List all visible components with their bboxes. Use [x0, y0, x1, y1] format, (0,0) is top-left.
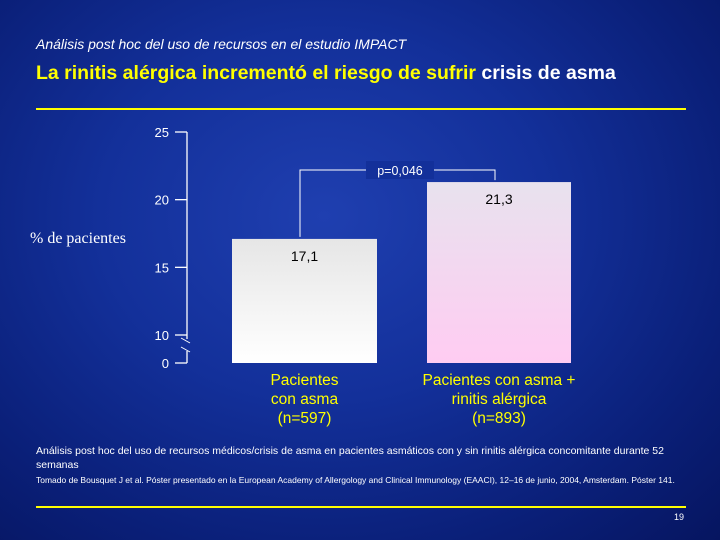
- p-value-label: p=0,046: [377, 164, 423, 178]
- y-tick-label: 25: [155, 125, 169, 140]
- category-label: Pacientes con asma (n=597): [270, 372, 338, 427]
- category-label-line: (n=893): [472, 410, 526, 427]
- y-tick-label: 20: [155, 193, 169, 208]
- bracket-label-bg: [366, 161, 434, 179]
- bar: [232, 238, 377, 363]
- bars: 17,1 Pacientes con asma (n=597) 21,3 Paciente…: [232, 182, 575, 427]
- slide-subtitle: Análisis post hoc del uso de recursos en…: [36, 36, 407, 52]
- bar-value-label: 21,3: [485, 191, 512, 207]
- y-axis-label: % de pacientes: [30, 230, 126, 247]
- title-main: La rinitis alérgica incrementó el riesgo…: [36, 62, 482, 84]
- top-divider: [36, 108, 686, 110]
- source-citation: Tomado de Bousquet J et al. Póster prese…: [36, 475, 675, 485]
- y-axis: 25 20 15 10 0: [155, 125, 191, 371]
- y-tick-label: 15: [155, 260, 169, 275]
- significance-bracket: p=0,046: [299, 161, 496, 237]
- slide-title: La rinitis alérgica incrementó el riesgo…: [36, 62, 616, 85]
- footnote: Análisis post hoc del uso de recursos mé…: [36, 445, 664, 471]
- bar-value-label: 17,1: [291, 248, 318, 264]
- axis-break-mark: [180, 337, 191, 344]
- axis-break-mark: [180, 346, 191, 353]
- category-label-line: Pacientes: [270, 372, 338, 389]
- category-label: Pacientes con asma + rinitis alérgica (n=8…: [423, 372, 576, 427]
- category-label-line: rinitis alérgica: [452, 391, 547, 408]
- bottom-divider: [36, 506, 686, 508]
- y-tick-label: 0: [162, 356, 169, 371]
- category-label-line: Pacientes con asma +: [423, 372, 576, 389]
- title-highlight: crisis de asma: [481, 62, 616, 84]
- page-number: 19: [673, 512, 684, 522]
- category-label-line: con asma: [271, 391, 339, 408]
- bar: [427, 182, 571, 363]
- y-tick-label: 10: [155, 328, 169, 343]
- category-label-line: (n=597): [278, 410, 332, 427]
